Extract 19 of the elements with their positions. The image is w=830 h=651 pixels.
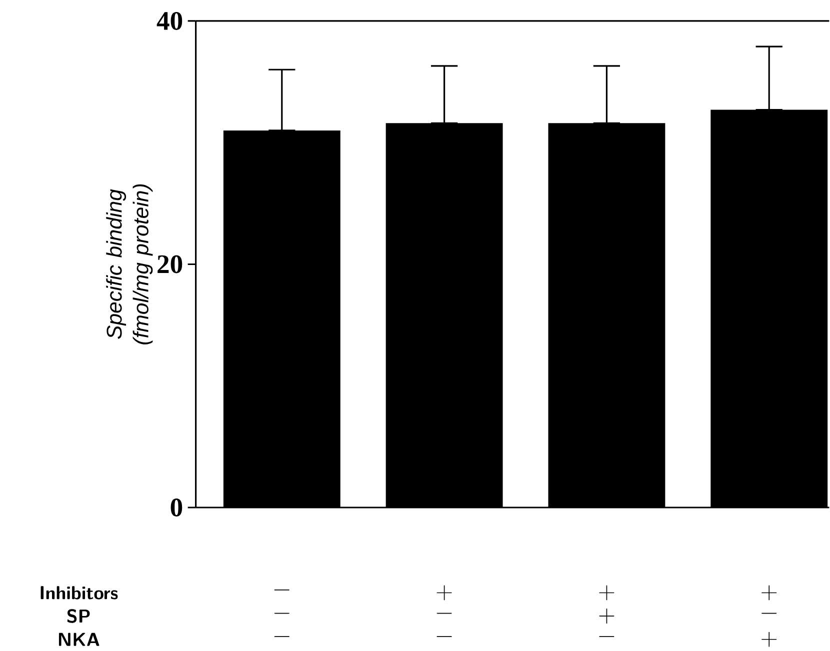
y-tick-label: 40 (156, 12, 182, 30)
text: Inhibitors (40, 586, 118, 600)
text: + (599, 608, 614, 624)
text: − (274, 636, 290, 637)
text: − (274, 612, 290, 614)
text: NKA (58, 632, 100, 646)
text: − (274, 589, 290, 590)
y-axis-title: Specific binding (fmol/mg protein) (106, 184, 153, 344)
text: − (436, 636, 452, 637)
text: − (762, 612, 777, 614)
text: + (762, 585, 777, 600)
text: − (436, 612, 452, 614)
text: + (436, 585, 452, 600)
text: + (599, 585, 614, 600)
y-tick-label: 20 (158, 255, 182, 274)
text: SP (67, 609, 90, 623)
y-tick-label: 0 (170, 498, 182, 516)
text: + (762, 632, 777, 647)
text: − (599, 636, 614, 637)
